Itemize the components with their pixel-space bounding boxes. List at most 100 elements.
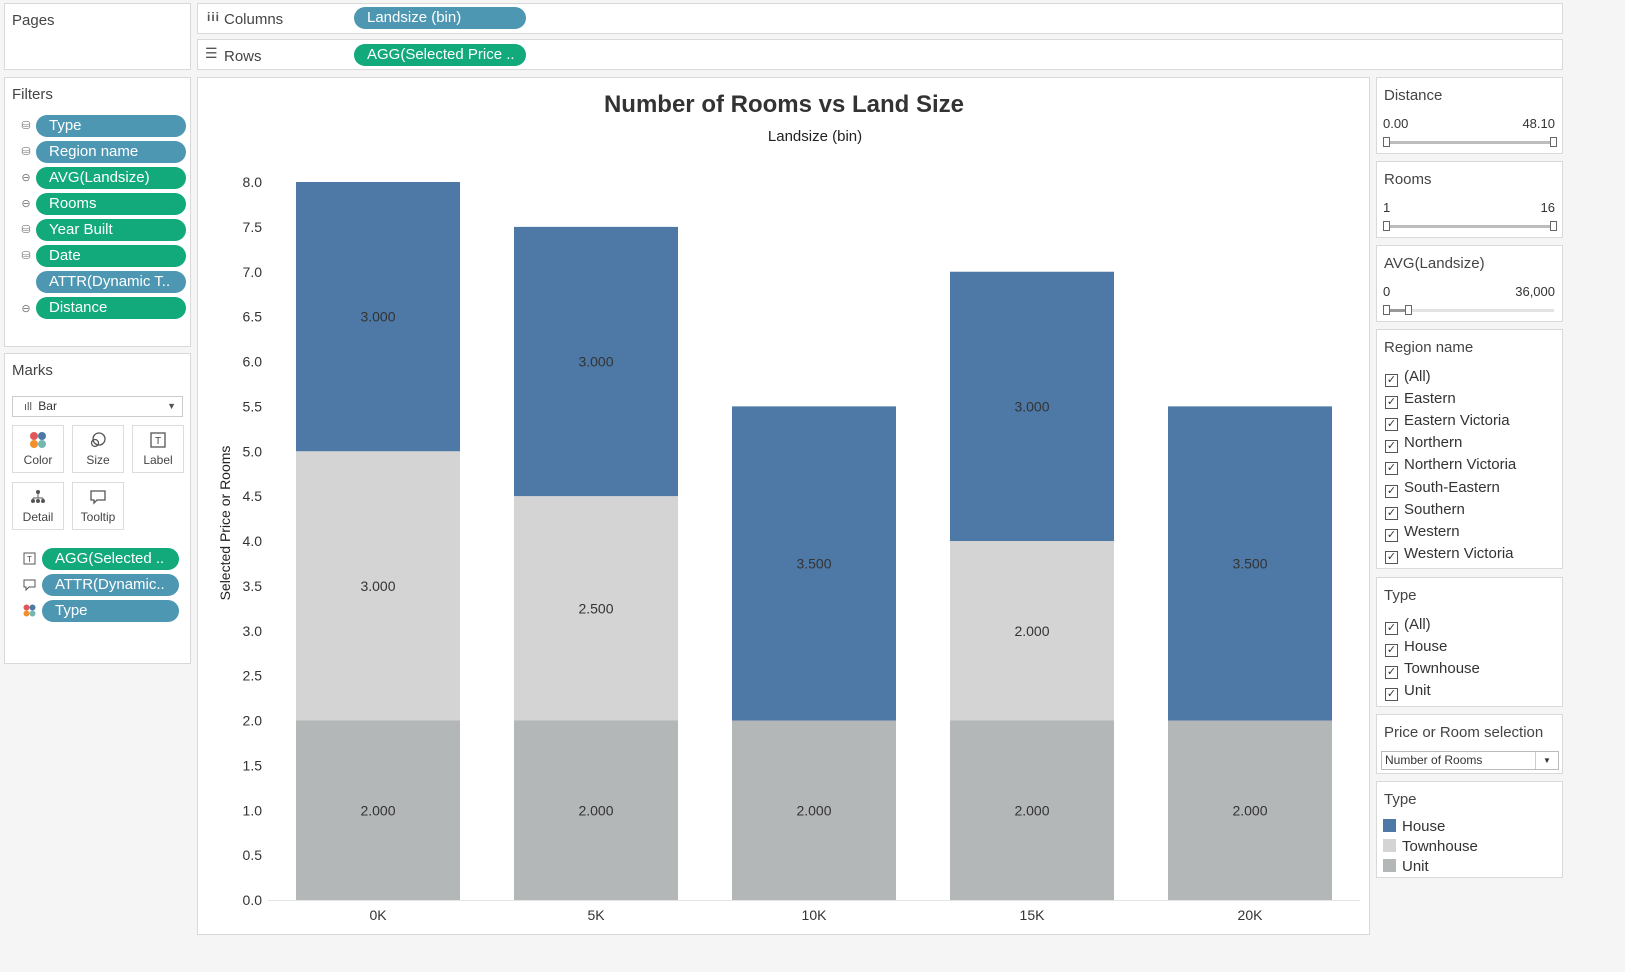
region-option-south-eastern[interactable]: ✓ South-Eastern: [1385, 478, 1500, 498]
marks-detail-button[interactable]: Detail: [12, 482, 64, 530]
rows-shelf[interactable]: ☰ Rows AGG(Selected Price ..: [197, 39, 1563, 70]
filter-measure-icon: ⊖: [21, 303, 31, 315]
y-tick-label: 1.0: [243, 802, 263, 818]
rooms-slider-max-handle[interactable]: [1550, 221, 1557, 231]
region-option-northern-victoria[interactable]: ✓ Northern Victoria: [1385, 455, 1516, 475]
marks-tooltip-label: Tooltip: [80, 510, 116, 524]
region-option-all[interactable]: ✓ (All): [1385, 367, 1431, 387]
region-option-label: Southern: [1404, 501, 1465, 518]
type-filter-title: Type: [1384, 587, 1417, 604]
type-option-unit[interactable]: ✓ Unit: [1385, 681, 1431, 701]
avg-landsize-slider-track[interactable]: [1386, 309, 1554, 312]
checkbox-checked-icon: ✓: [1385, 551, 1398, 564]
filter-pill-type[interactable]: Type: [36, 115, 186, 137]
x-tick-label: 15K: [1020, 907, 1046, 923]
filter-pill-distance[interactable]: Distance: [36, 297, 186, 319]
region-option-eastern-victoria[interactable]: ✓ Eastern Victoria: [1385, 411, 1510, 431]
filter-pill-year-built[interactable]: Year Built: [36, 219, 186, 241]
x-tick-label: 20K: [1238, 907, 1264, 923]
marks-size-label: Size: [86, 453, 110, 467]
pages-title: Pages: [12, 12, 55, 29]
chevron-down-icon: ▼: [167, 401, 176, 411]
columns-pill-landsize[interactable]: Landsize (bin): [354, 7, 526, 29]
region-option-label: Eastern: [1404, 390, 1456, 407]
type-option-townhouse[interactable]: ✓ Townhouse: [1385, 659, 1480, 679]
y-tick-label: 7.5: [243, 219, 263, 235]
bar-data-label: 2.500: [578, 600, 613, 616]
avg-landsize-slider-min-handle[interactable]: [1383, 305, 1390, 315]
marks-color-button[interactable]: Color: [12, 425, 64, 473]
marks-size-button[interactable]: Size: [72, 425, 124, 473]
marks-pill-type[interactable]: Type: [42, 600, 179, 622]
checkbox-checked-icon: ✓: [1385, 462, 1398, 475]
bar-segment-house[interactable]: [950, 271, 1114, 541]
filter-pill-date[interactable]: Date: [36, 245, 186, 267]
rooms-slider-track[interactable]: [1386, 225, 1554, 228]
y-tick-label: 4.0: [243, 533, 263, 549]
legend-label: House: [1402, 818, 1446, 835]
filter-pill-avg-landsize[interactable]: AVG(Landsize): [36, 167, 186, 189]
avg-landsize-slider-max-handle[interactable]: [1405, 305, 1412, 315]
chart-title: Number of Rooms vs Land Size: [604, 91, 964, 118]
bar-segment-townhouse[interactable]: [514, 496, 678, 721]
avg-landsize-slider-range: [1386, 309, 1408, 312]
region-option-western[interactable]: ✓ Western: [1385, 522, 1460, 542]
legend-item-unit[interactable]: Unit: [1383, 857, 1429, 877]
region-option-southern[interactable]: ✓ Southern: [1385, 500, 1465, 520]
marks-pill-attr-dynamic[interactable]: ATTR(Dynamic..: [42, 574, 179, 596]
y-axis-title: Selected Price or Rooms: [217, 446, 233, 601]
bar-segment-unit[interactable]: [950, 720, 1114, 901]
type-color-legend: Type House Townhouse Unit: [1376, 781, 1563, 878]
region-option-northern[interactable]: ✓ Northern: [1385, 433, 1462, 453]
bar-segment-house[interactable]: [296, 182, 460, 452]
price-room-parameter-card: Price or Room selection Number of Rooms …: [1376, 714, 1563, 774]
region-option-label: Western: [1404, 523, 1460, 540]
filter-pill-attr-dynamic[interactable]: ATTR(Dynamic T..: [36, 271, 186, 293]
marks-tooltip-button[interactable]: Tooltip: [72, 482, 124, 530]
legend-item-house[interactable]: House: [1383, 817, 1445, 837]
bar-data-label: 2.000: [360, 802, 395, 818]
mark-type-dropdown[interactable]: ıll Bar ▼: [12, 396, 183, 417]
marks-label-button[interactable]: T Label: [132, 425, 184, 473]
bar-data-label: 3.000: [360, 578, 395, 594]
region-option-western-victoria[interactable]: ✓ Western Victoria: [1385, 544, 1514, 564]
region-option-label: Northern Victoria: [1404, 456, 1517, 473]
bar-chart: Number of Rooms vs Land Size Landsize (b…: [217, 91, 1360, 923]
filter-context-icon: ⛁: [21, 146, 31, 158]
bar-segment-unit[interactable]: [1168, 720, 1332, 901]
distance-filter-card: Distance 0.00 48.10: [1376, 77, 1563, 154]
filter-pill-rooms[interactable]: Rooms: [36, 193, 186, 215]
checkbox-checked-icon: ✓: [1385, 418, 1398, 431]
bar-segment-house[interactable]: [732, 406, 896, 721]
rooms-filter-title: Rooms: [1384, 171, 1432, 188]
distance-slider-min-handle[interactable]: [1383, 137, 1390, 147]
distance-slider-max-handle[interactable]: [1550, 137, 1557, 147]
bar-segment-unit[interactable]: [732, 720, 896, 901]
type-option-house[interactable]: ✓ House: [1385, 637, 1447, 657]
filters-title: Filters: [12, 86, 53, 103]
distance-slider-track[interactable]: [1386, 141, 1554, 144]
region-option-eastern[interactable]: ✓ Eastern: [1385, 389, 1456, 409]
bar-data-label: 3.000: [578, 354, 613, 370]
price-room-dropdown[interactable]: Number of Rooms ▼: [1381, 751, 1559, 770]
rows-pill-selected-price[interactable]: AGG(Selected Price ..: [354, 44, 526, 66]
columns-shelf[interactable]: iii Columns Landsize (bin): [197, 3, 1563, 34]
legend-item-townhouse[interactable]: Townhouse: [1383, 837, 1478, 857]
marks-pill-selected-price[interactable]: AGG(Selected ..: [42, 548, 179, 570]
region-option-label: South-Eastern: [1404, 479, 1500, 496]
bar-segment-house[interactable]: [514, 226, 678, 497]
bar-segment-unit[interactable]: [296, 720, 460, 901]
rooms-slider-min-handle[interactable]: [1383, 221, 1390, 231]
filter-pill-region-name[interactable]: Region name: [36, 141, 186, 163]
distance-max-value: 48.10: [1522, 116, 1555, 131]
bar-segment-townhouse[interactable]: [950, 541, 1114, 721]
type-option-all[interactable]: ✓ (All): [1385, 615, 1431, 635]
type-option-label: Unit: [1404, 682, 1431, 699]
pages-shelf[interactable]: Pages: [4, 3, 191, 70]
filters-shelf[interactable]: Filters ⛁ Type ⛁ Region name ⊖ AVG(Lands…: [4, 77, 191, 347]
bar-segment-unit[interactable]: [514, 720, 678, 901]
bar-data-label: 2.000: [1014, 623, 1049, 639]
bar-segment-townhouse[interactable]: [296, 451, 460, 721]
bar-segment-house[interactable]: [1168, 406, 1332, 721]
y-tick-label: 5.5: [243, 398, 263, 414]
